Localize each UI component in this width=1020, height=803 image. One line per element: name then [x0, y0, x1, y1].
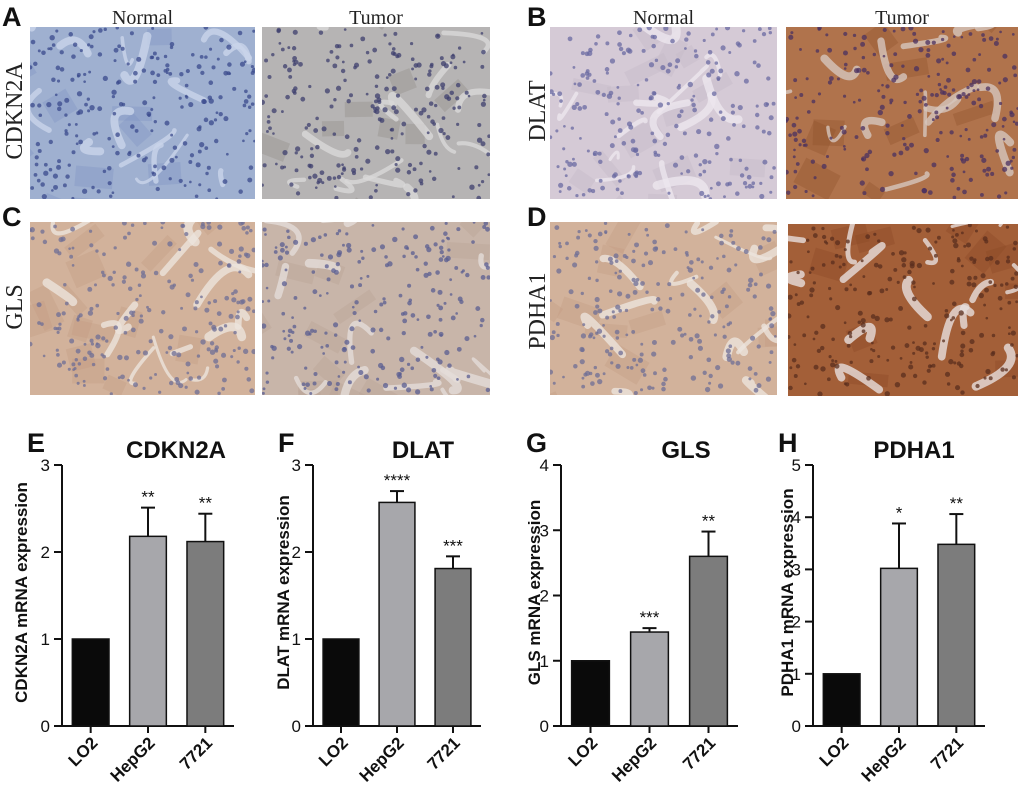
significance-label: **** — [384, 471, 411, 490]
ihc-image-cdkn2a-normal — [30, 27, 255, 199]
chart-title: CDKN2A — [126, 437, 226, 464]
y-tick-label: 4 — [792, 508, 801, 527]
bar-7721 — [186, 540, 225, 727]
y-axis-label: DLAT mRNA expression — [274, 495, 293, 690]
y-tick-label: 2 — [292, 543, 301, 562]
panel-label-d: D — [527, 202, 547, 232]
y-tick-label: 1 — [540, 652, 549, 671]
y-tick-label: 3 — [540, 521, 549, 540]
y-tick-label: 1 — [792, 665, 801, 684]
column-header-tumor-a: Tumor — [349, 7, 403, 29]
tissue-texture — [786, 27, 1018, 199]
chart-gls: G GLS GLS mRNA expression 0 1 2 3 4 LO2 *** HepG2 *… — [525, 428, 738, 786]
x-tick-label: HepG2 — [858, 733, 910, 785]
y-tick-label: 1 — [41, 630, 50, 649]
chart-pdha1: H PDHA1 PDHA1 mRNA expression 0 1 2 3 4 5 LO2 * Hep… — [778, 428, 985, 786]
bar-hepg2 — [128, 535, 168, 727]
y-tick-label: 0 — [41, 717, 50, 736]
x-tick-label: LO2 — [565, 733, 602, 770]
x-tick-label: HepG2 — [356, 733, 408, 785]
x-tick-label: 7721 — [424, 733, 464, 773]
x-tick-label: 7721 — [927, 733, 967, 773]
y-tick-label: 3 — [292, 456, 301, 475]
chart-cdkn2a: E CDKN2A CDKN2A mRNA expression 0 1 2 3 LO2 ** He… — [12, 428, 234, 786]
chart-title: PDHA1 — [873, 437, 954, 464]
significance-label: ** — [141, 488, 155, 507]
bar-lo2 — [570, 660, 611, 727]
y-tick-label: 0 — [540, 717, 549, 736]
tissue-texture — [30, 222, 255, 395]
panel-label-f: F — [278, 428, 295, 458]
y-tick-label: 0 — [292, 717, 301, 736]
y-axis-label: PDHA1 mRNA expression — [778, 488, 797, 696]
x-tick-label: LO2 — [315, 733, 352, 770]
bar-7721 — [937, 543, 976, 727]
y-axis-label: CDKN2A mRNA expression — [12, 482, 31, 703]
x-tick-label: 7721 — [176, 733, 216, 773]
tissue-texture — [550, 222, 777, 395]
y-axis-label: GLS mRNA expression — [525, 500, 544, 685]
row-label-dlat: DLAT — [525, 80, 551, 142]
y-tick-label: 2 — [792, 613, 801, 632]
x-tick-label: HepG2 — [608, 733, 660, 785]
tissue-texture — [30, 27, 255, 199]
ihc-figure: A Normal Tumor CDKN2A B Normal Tumor DLA… — [0, 0, 1020, 400]
ihc-image-pdha1-normal — [550, 222, 777, 395]
y-tick-label: 2 — [540, 587, 549, 606]
bar-charts: E CDKN2A CDKN2A mRNA expression 0 1 2 3 LO2 ** He… — [12, 428, 985, 786]
y-tick-label: 3 — [41, 456, 50, 475]
bar-hepg2 — [879, 567, 919, 727]
bar-7721 — [434, 567, 472, 727]
ihc-image-dlat-normal — [550, 27, 777, 199]
tissue-texture — [262, 222, 490, 395]
ihc-image-gls-tumor — [262, 222, 490, 395]
panel-label-h: H — [778, 428, 798, 458]
row-label-pdha1: PDHA1 — [525, 272, 551, 350]
tissue-texture — [262, 27, 490, 199]
row-label-cdkn2a: CDKN2A — [2, 62, 28, 160]
significance-label: *** — [443, 536, 463, 555]
column-header-normal-a: Normal — [111, 7, 174, 29]
chart-dlat: F DLAT DLAT mRNA expression 0 1 2 3 LO2 **** HepG… — [274, 428, 481, 786]
y-tick-label: 3 — [792, 560, 801, 579]
y-tick-label: 1 — [292, 630, 301, 649]
bar-7721 — [688, 555, 729, 727]
tissue-texture — [550, 27, 777, 199]
x-tick-label: LO2 — [816, 733, 853, 770]
x-tick-label: 7721 — [679, 733, 719, 773]
chart-title: DLAT — [392, 437, 455, 464]
bar-hepg2 — [378, 501, 416, 727]
x-tick-label: LO2 — [65, 733, 102, 770]
significance-label: ** — [950, 494, 964, 513]
ihc-image-dlat-tumor — [786, 27, 1018, 199]
y-tick-label: 2 — [41, 543, 50, 562]
ihc-image-pdha1-tumor — [788, 224, 1018, 396]
bar-lo2 — [71, 638, 110, 727]
significance-label: ** — [199, 494, 213, 513]
bar-lo2 — [322, 638, 360, 727]
bar-lo2 — [822, 673, 861, 727]
column-header-normal-b: Normal — [632, 7, 695, 29]
panel-label-g: G — [526, 428, 547, 458]
y-tick-label: 4 — [540, 456, 549, 475]
y-tick-label: 5 — [792, 456, 801, 475]
row-label-gls: GLS — [2, 284, 28, 330]
panel-label-e: E — [27, 428, 45, 458]
ihc-image-gls-normal — [30, 222, 255, 395]
y-tick-label: 0 — [792, 717, 801, 736]
column-header-tumor-b: Tumor — [875, 7, 929, 29]
chart-title: GLS — [661, 437, 710, 464]
panel-label-c: C — [2, 202, 22, 232]
panel-label-b: B — [527, 2, 547, 32]
x-tick-label: HepG2 — [107, 733, 159, 785]
significance-label: * — [896, 503, 903, 522]
panel-label-a: A — [2, 2, 22, 32]
significance-label: *** — [640, 608, 660, 627]
bar-hepg2 — [629, 631, 670, 727]
tissue-texture — [788, 224, 1018, 396]
significance-label: ** — [702, 512, 716, 531]
ihc-image-cdkn2a-tumor — [262, 27, 490, 199]
